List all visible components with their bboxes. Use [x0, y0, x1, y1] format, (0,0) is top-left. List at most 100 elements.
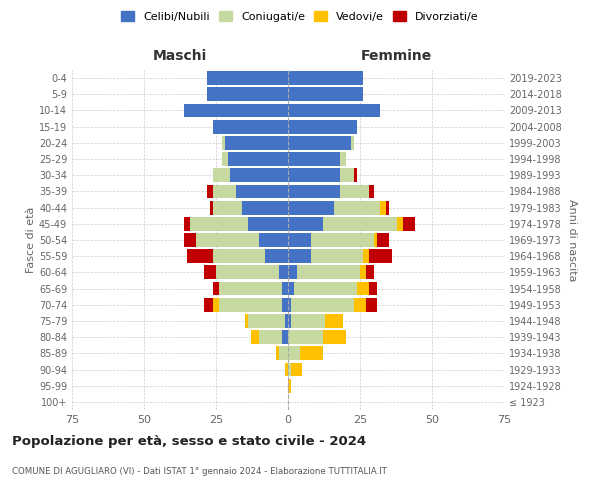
Bar: [213, 200, 242, 214]
Bar: [285, 362, 288, 376]
Bar: [288, 362, 291, 376]
Bar: [222, 152, 227, 166]
Bar: [213, 250, 265, 263]
Bar: [352, 136, 354, 149]
Bar: [291, 362, 302, 376]
Bar: [210, 200, 213, 214]
Bar: [288, 282, 294, 296]
Bar: [288, 200, 334, 214]
Bar: [377, 233, 389, 247]
Bar: [213, 298, 219, 312]
Bar: [288, 152, 340, 166]
Bar: [219, 298, 282, 312]
Bar: [288, 88, 363, 101]
Bar: [340, 184, 368, 198]
Bar: [360, 266, 366, 280]
Bar: [386, 200, 389, 214]
Bar: [251, 330, 259, 344]
Bar: [282, 330, 288, 344]
Bar: [280, 346, 288, 360]
Bar: [368, 282, 377, 296]
Bar: [208, 184, 213, 198]
Bar: [285, 314, 288, 328]
Bar: [288, 104, 380, 118]
Bar: [288, 184, 340, 198]
Bar: [299, 346, 323, 360]
Bar: [368, 250, 392, 263]
Bar: [224, 136, 288, 149]
Bar: [245, 314, 248, 328]
Bar: [208, 71, 288, 85]
Bar: [397, 217, 403, 230]
Bar: [184, 233, 196, 247]
Bar: [340, 168, 354, 182]
Bar: [296, 266, 360, 280]
Bar: [323, 217, 397, 230]
Bar: [334, 200, 380, 214]
Bar: [368, 184, 374, 198]
Bar: [248, 314, 285, 328]
Bar: [282, 298, 288, 312]
Bar: [196, 233, 259, 247]
Bar: [288, 120, 357, 134]
Bar: [288, 298, 291, 312]
Bar: [294, 282, 357, 296]
Bar: [230, 168, 288, 182]
Bar: [363, 250, 368, 263]
Bar: [280, 266, 288, 280]
Bar: [380, 200, 386, 214]
Bar: [366, 298, 377, 312]
Bar: [242, 200, 288, 214]
Bar: [213, 184, 236, 198]
Bar: [259, 233, 288, 247]
Bar: [205, 266, 216, 280]
Legend: Celibi/Nubili, Coniugati/e, Vedovi/e, Divorziati/e: Celibi/Nubili, Coniugati/e, Vedovi/e, Di…: [118, 8, 482, 25]
Bar: [325, 314, 343, 328]
Y-axis label: Anni di nascita: Anni di nascita: [567, 198, 577, 281]
Y-axis label: Fasce di età: Fasce di età: [26, 207, 36, 273]
Bar: [366, 266, 374, 280]
Text: Femmine: Femmine: [361, 49, 431, 63]
Bar: [288, 233, 311, 247]
Bar: [288, 168, 340, 182]
Bar: [213, 282, 219, 296]
Bar: [340, 152, 346, 166]
Bar: [208, 88, 288, 101]
Bar: [216, 266, 280, 280]
Bar: [291, 314, 325, 328]
Bar: [190, 217, 248, 230]
Bar: [236, 184, 288, 198]
Bar: [187, 250, 213, 263]
Bar: [213, 168, 230, 182]
Bar: [288, 330, 323, 344]
Bar: [184, 104, 288, 118]
Bar: [288, 250, 311, 263]
Bar: [288, 71, 363, 85]
Bar: [277, 346, 280, 360]
Bar: [259, 330, 282, 344]
Text: Popolazione per età, sesso e stato civile - 2024: Popolazione per età, sesso e stato civil…: [12, 435, 366, 448]
Bar: [219, 282, 282, 296]
Bar: [288, 379, 291, 392]
Bar: [205, 298, 213, 312]
Bar: [291, 298, 354, 312]
Bar: [288, 217, 323, 230]
Bar: [354, 298, 366, 312]
Bar: [213, 120, 288, 134]
Bar: [288, 266, 296, 280]
Bar: [248, 217, 288, 230]
Bar: [282, 282, 288, 296]
Bar: [311, 250, 363, 263]
Bar: [311, 233, 374, 247]
Text: Maschi: Maschi: [153, 49, 207, 63]
Bar: [288, 346, 299, 360]
Bar: [288, 314, 291, 328]
Bar: [354, 168, 357, 182]
Bar: [357, 282, 368, 296]
Bar: [374, 233, 377, 247]
Bar: [403, 217, 415, 230]
Bar: [222, 136, 224, 149]
Bar: [323, 330, 346, 344]
Bar: [184, 217, 190, 230]
Text: COMUNE DI AGUGLIARO (VI) - Dati ISTAT 1° gennaio 2024 - Elaborazione TUTTITALIA.: COMUNE DI AGUGLIARO (VI) - Dati ISTAT 1°…: [12, 468, 387, 476]
